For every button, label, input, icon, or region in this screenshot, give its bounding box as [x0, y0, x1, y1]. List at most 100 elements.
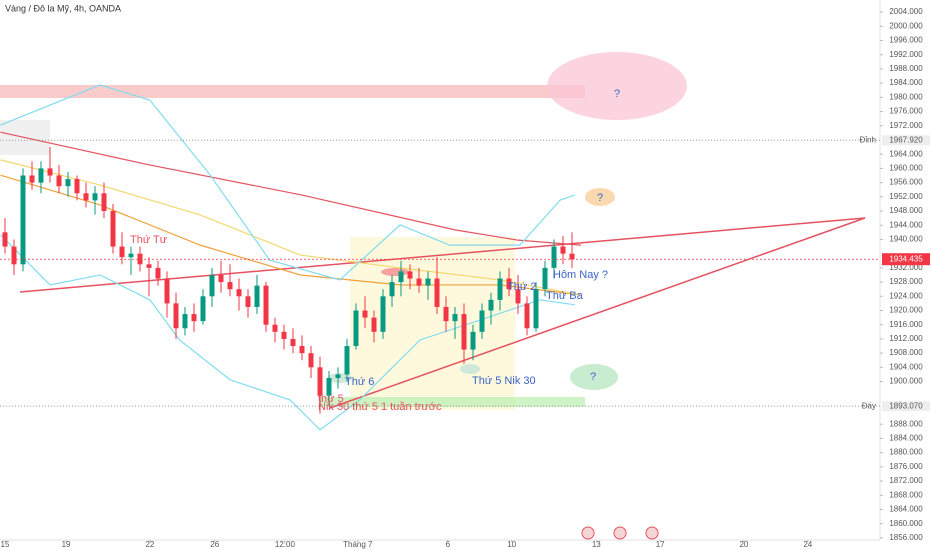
candle-body: [560, 246, 566, 254]
plot: [0, 84, 582, 431]
annotation: Thứ 6: [345, 376, 374, 388]
candle-body: [335, 374, 341, 378]
chart-title: Vàng / Đô la Mỹ, 4h, OANDA: [5, 3, 121, 13]
candle-body: [353, 310, 359, 347]
candle-body: [155, 267, 161, 279]
trend-line: [19, 217, 866, 293]
y-tick-label: 1868.000: [889, 490, 923, 499]
candle-body: [542, 267, 548, 290]
last-price-box: [882, 253, 930, 266]
candle-body: [488, 299, 494, 311]
candle-body: [434, 278, 440, 307]
candle-body: [452, 314, 458, 322]
level-value: 1893.070: [889, 401, 923, 410]
y-tick-label: 1920.000: [889, 306, 923, 315]
y-tick-label: 1988.000: [889, 64, 923, 73]
range-box: [350, 237, 515, 410]
candle-body: [290, 338, 296, 347]
annotation: Thứ 5 Nik 30: [472, 375, 536, 387]
annotation: ?: [597, 192, 603, 204]
y-tick-label: 1928.000: [889, 277, 923, 286]
candle-body: [110, 211, 116, 247]
candle-body: [65, 179, 71, 187]
candle-body: [20, 175, 26, 265]
x-tick-label: 6: [446, 540, 451, 549]
x-tick-label: 13: [592, 540, 601, 549]
candle-body: [29, 175, 35, 183]
candle-body: [398, 271, 404, 283]
candle-body: [47, 168, 53, 176]
x-tick-label: 12:00: [275, 540, 296, 549]
marker: [381, 268, 409, 276]
indicator-line: [0, 131, 582, 246]
candle-body: [407, 271, 413, 279]
candle-body: [119, 246, 125, 258]
y-tick-label: 1972.000: [889, 121, 923, 130]
annotation: ?: [614, 88, 620, 100]
candle-body: [551, 246, 557, 268]
x-tick-label: Tháng 7: [343, 540, 373, 549]
candle-body: [344, 346, 350, 375]
event-icon: [613, 526, 627, 540]
candle-body: [2, 232, 8, 247]
candle-body: [83, 193, 89, 201]
candle-body: [380, 296, 386, 332]
candle-body: [254, 285, 260, 307]
x-tick-label: 22: [145, 540, 154, 549]
candle-body: [164, 278, 170, 304]
y-tick-label: 1884.000: [889, 434, 923, 443]
candle-body: [272, 324, 278, 332]
annotation: Thứ Tư: [130, 234, 168, 246]
drawings: [0, 52, 866, 410]
candle-body: [263, 285, 269, 325]
candle-body: [497, 278, 503, 300]
y-tick-label: 1952.000: [889, 192, 923, 201]
y-tick-label: 1908.000: [889, 348, 923, 357]
x-tick-label: 10: [507, 540, 516, 549]
event-icon: [581, 526, 595, 540]
x-tick-label: 17: [656, 540, 665, 549]
y-tick-label: 1940.000: [889, 235, 923, 244]
annotation: Hôm Nay ?: [553, 269, 608, 281]
y-tick-label: 2004.000: [889, 7, 923, 16]
candle-body: [389, 282, 395, 297]
x-tick-label: 19: [62, 540, 71, 549]
candle-body: [524, 303, 530, 329]
y-tick-label: 1904.000: [889, 362, 923, 371]
x-tick-label: 15: [1, 540, 10, 549]
candle-body: [227, 282, 233, 290]
orange-mark: [585, 188, 615, 206]
candle-body: [182, 314, 188, 329]
candle-body: [461, 314, 467, 350]
candle-body: [416, 278, 422, 286]
support-zone: [320, 397, 585, 407]
y-tick-label: 1932.000: [889, 263, 923, 272]
candle-body: [362, 310, 368, 318]
candle-body: [281, 331, 287, 339]
y-tick-label: 1956.000: [889, 178, 923, 187]
y-tick-label: 1900.000: [889, 377, 923, 386]
y-tick-label: 1996.000: [889, 36, 923, 45]
last-price-label: 1934.435: [889, 254, 923, 263]
indicator-line: [0, 84, 575, 281]
candle-body: [506, 278, 512, 290]
y-tick-label: 1860.000: [889, 519, 923, 528]
candle-body: [56, 175, 62, 187]
y-tick-label: 1980.000: [889, 92, 923, 101]
candle-body: [38, 168, 44, 183]
y-tick-label: 1984.000: [889, 78, 923, 87]
y-tick-label: 1948.000: [889, 206, 923, 215]
candle-body: [11, 246, 17, 265]
candle-body: [470, 331, 476, 350]
candle-body: [308, 353, 314, 368]
annotation: ?: [590, 371, 596, 383]
y-tick-label: 1916.000: [889, 320, 923, 329]
candle-body: [569, 253, 575, 260]
x-tick-label: 24: [803, 540, 812, 549]
trend-line: [329, 217, 866, 409]
y-tick-label: 1888.000: [889, 419, 923, 428]
candle-body: [425, 278, 431, 286]
candle-body: [515, 289, 521, 304]
candle-body: [326, 378, 332, 396]
